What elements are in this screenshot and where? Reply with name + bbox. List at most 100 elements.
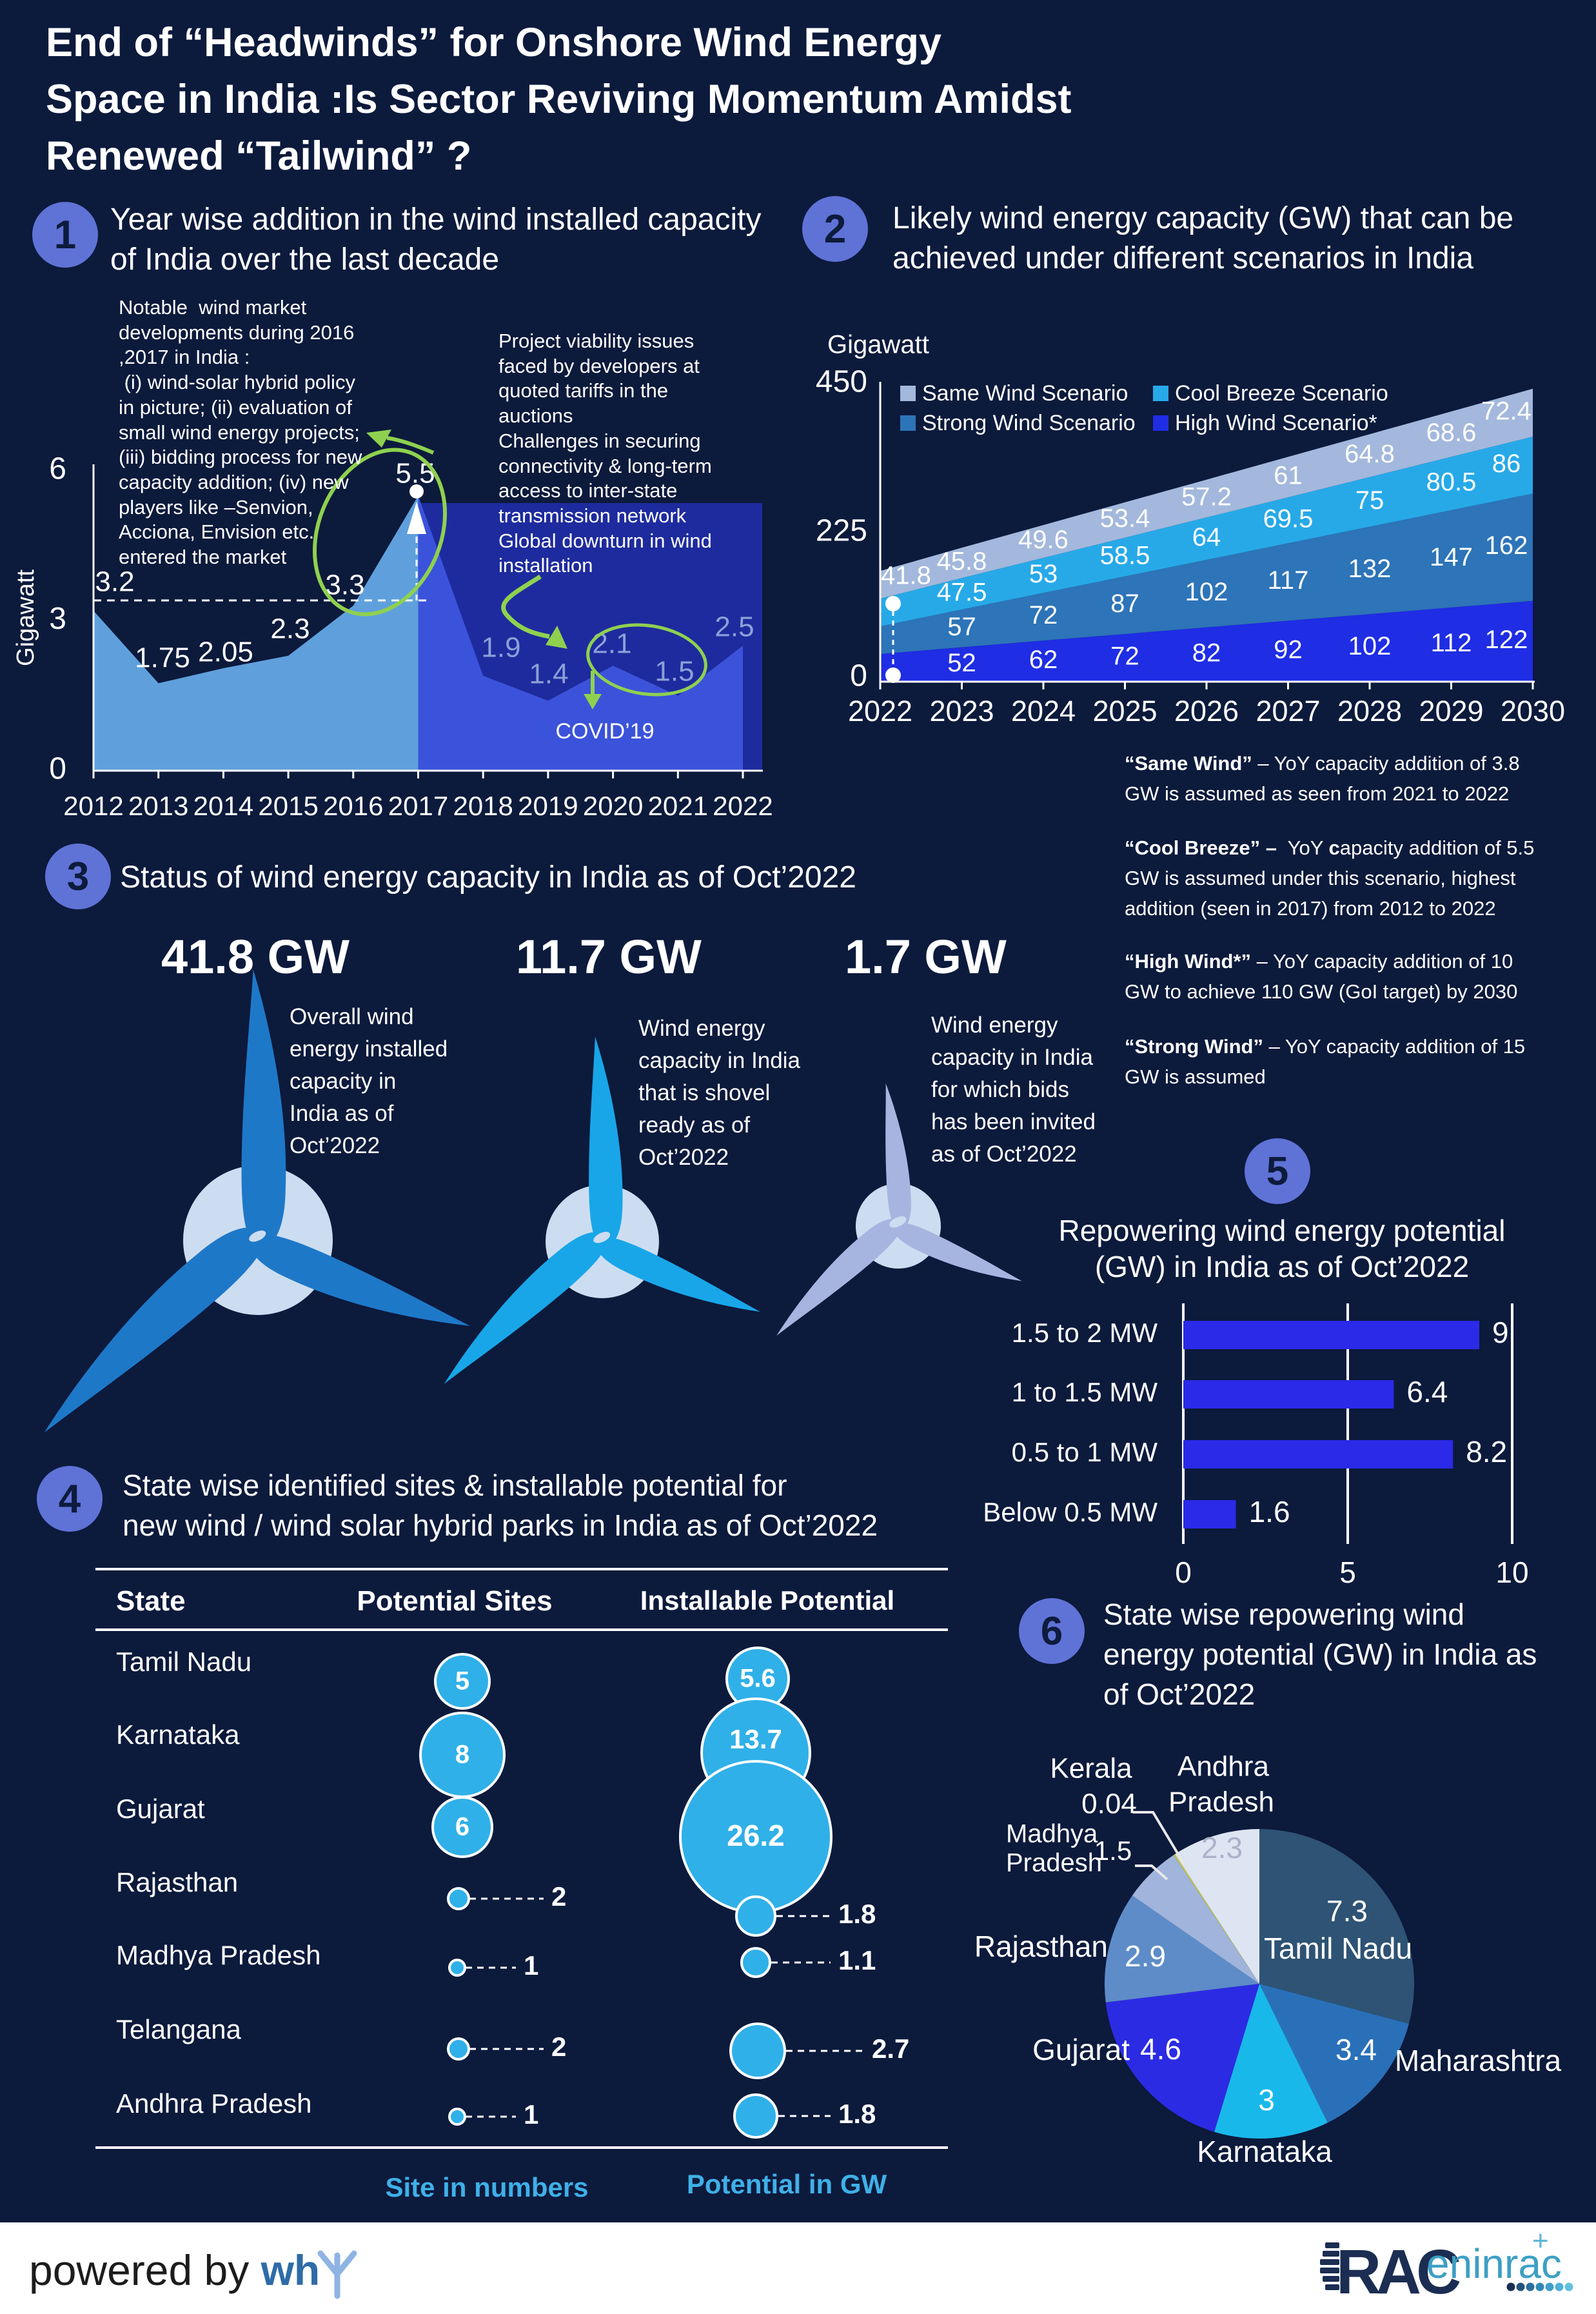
svg-text:47.5: 47.5	[937, 578, 987, 606]
svg-text:2: 2	[551, 1881, 566, 1912]
svg-text:57: 57	[947, 613, 976, 641]
svg-text:2014: 2014	[193, 791, 253, 821]
svg-text:102: 102	[1348, 632, 1392, 660]
svg-text:2028: 2028	[1337, 695, 1402, 727]
svg-text:2018: 2018	[453, 791, 513, 821]
svg-text:2025: 2025	[1092, 695, 1157, 727]
svg-text:62: 62	[1029, 646, 1058, 674]
svg-text:Gujarat: Gujarat	[1032, 2033, 1130, 2066]
svg-text:2.5: 2.5	[714, 611, 754, 643]
svg-text:112: 112	[1431, 629, 1472, 657]
svg-text:Cool Breeze Scenario: Cool Breeze Scenario	[1175, 381, 1388, 406]
svg-text:0: 0	[1175, 1556, 1192, 1589]
svg-text:2013: 2013	[128, 791, 188, 821]
svg-text:102: 102	[1185, 578, 1228, 606]
svg-text:132: 132	[1348, 555, 1392, 583]
svg-text:1.5: 1.5	[655, 656, 694, 687]
svg-text:2.9: 2.9	[1125, 1939, 1166, 1973]
svg-text:Kerala: Kerala	[1050, 1753, 1132, 1785]
svg-text:72.4: 72.4	[1481, 397, 1532, 426]
svg-text:2026: 2026	[1174, 695, 1239, 727]
svg-text:1.8: 1.8	[838, 1899, 876, 1929]
svg-text:Gigawatt: Gigawatt	[827, 331, 929, 359]
svg-text:1.5: 1.5	[1094, 1835, 1132, 1866]
svg-text:8.2: 8.2	[1466, 1435, 1507, 1468]
svg-text:2.3: 2.3	[270, 613, 310, 645]
svg-text:2012: 2012	[63, 791, 123, 821]
svg-text:52: 52	[947, 649, 976, 677]
svg-text:147: 147	[1430, 543, 1473, 571]
svg-text:5.5: 5.5	[395, 458, 435, 490]
svg-text:Madhya: Madhya	[1006, 1820, 1098, 1848]
svg-text:1.75: 1.75	[135, 642, 190, 674]
svg-text:High Wind Scenario*: High Wind Scenario*	[1175, 411, 1377, 435]
svg-text:1.6: 1.6	[1249, 1495, 1290, 1528]
svg-text:3.3: 3.3	[325, 569, 364, 601]
svg-text:0: 0	[49, 752, 66, 786]
svg-text:1.5 to 2 MW: 1.5 to 2 MW	[1012, 1318, 1158, 1348]
svg-text:117: 117	[1268, 566, 1309, 595]
svg-text:1: 1	[524, 2099, 538, 2130]
svg-text:53: 53	[1029, 560, 1058, 588]
svg-text:2027: 2027	[1256, 695, 1320, 727]
svg-text:87: 87	[1110, 589, 1139, 618]
svg-text:Pradesh: Pradesh	[1006, 1849, 1102, 1877]
svg-text:2020: 2020	[583, 791, 643, 821]
svg-text:1.1: 1.1	[838, 1945, 876, 1975]
svg-text:3.4: 3.4	[1335, 2033, 1377, 2066]
svg-text:2: 2	[551, 2032, 566, 2062]
svg-text:Pradesh: Pradesh	[1168, 1786, 1274, 1818]
svg-text:2017: 2017	[388, 791, 448, 821]
svg-text:6.4: 6.4	[1406, 1375, 1448, 1409]
svg-text:Karnataka: Karnataka	[1197, 2135, 1332, 2168]
svg-text:13.7: 13.7	[729, 1724, 782, 1754]
svg-text:Below 0.5 MW: Below 0.5 MW	[983, 1497, 1158, 1527]
svg-text:2.7: 2.7	[872, 2033, 909, 2064]
svg-text:1.9: 1.9	[481, 632, 520, 664]
svg-text:2029: 2029	[1419, 695, 1483, 727]
svg-text:450: 450	[816, 365, 867, 399]
svg-text:Maharashtra: Maharashtra	[1395, 2044, 1562, 2077]
svg-text:2.3: 2.3	[1201, 1831, 1243, 1864]
svg-text:8: 8	[455, 1741, 469, 1769]
svg-text:Strong Wind Scenario: Strong Wind Scenario	[922, 411, 1136, 435]
svg-text:64: 64	[1192, 523, 1221, 551]
svg-text:3: 3	[1258, 2083, 1275, 2117]
svg-text:53.4: 53.4	[1100, 504, 1150, 533]
svg-text:1.4: 1.4	[529, 658, 568, 690]
svg-text:45.8: 45.8	[937, 547, 987, 575]
svg-text:1: 1	[524, 1950, 538, 1981]
svg-text:2024: 2024	[1011, 695, 1076, 727]
svg-text:162: 162	[1485, 531, 1528, 560]
svg-text:COVID’19: COVID’19	[555, 719, 654, 744]
svg-text:Same Wind Scenario: Same Wind Scenario	[922, 381, 1128, 406]
svg-text:82: 82	[1192, 638, 1221, 667]
svg-text:2021: 2021	[648, 791, 708, 821]
svg-text:49.6: 49.6	[1018, 526, 1069, 554]
svg-text:9: 9	[1492, 1316, 1509, 1349]
svg-text:2030: 2030	[1501, 695, 1565, 727]
svg-text:68.6: 68.6	[1426, 419, 1477, 447]
svg-text:61: 61	[1274, 461, 1303, 490]
svg-text:2022: 2022	[848, 695, 912, 727]
svg-text:10: 10	[1495, 1556, 1528, 1589]
svg-text:6: 6	[49, 452, 66, 486]
svg-text:2016: 2016	[323, 791, 383, 821]
svg-text:3: 3	[49, 602, 66, 636]
svg-text:26.2: 26.2	[727, 1819, 785, 1852]
svg-text:Gigawatt: Gigawatt	[12, 569, 39, 666]
svg-text:6: 6	[455, 1813, 469, 1841]
svg-text:Andhra: Andhra	[1177, 1751, 1269, 1783]
svg-text:5: 5	[455, 1667, 469, 1696]
svg-text:2.1: 2.1	[592, 628, 631, 660]
svg-text:75: 75	[1355, 486, 1384, 515]
svg-text:80.5: 80.5	[1426, 468, 1477, 496]
svg-text:57.2: 57.2	[1181, 483, 1232, 511]
svg-text:2022: 2022	[713, 791, 773, 821]
svg-text:2.05: 2.05	[198, 637, 253, 668]
svg-text:122: 122	[1485, 626, 1528, 654]
svg-text:225: 225	[816, 514, 867, 548]
svg-text:4.6: 4.6	[1140, 2032, 1181, 2066]
svg-text:69.5: 69.5	[1263, 504, 1314, 533]
svg-text:1 to 1.5 MW: 1 to 1.5 MW	[1012, 1377, 1158, 1407]
